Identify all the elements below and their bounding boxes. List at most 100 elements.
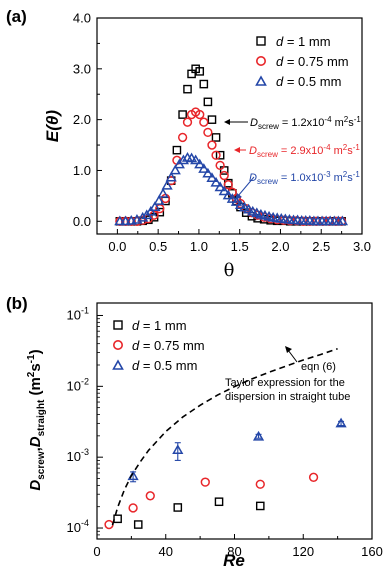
x-tick-label: 160 — [361, 544, 383, 559]
data-point — [172, 145, 182, 155]
panel-b-xlabel: Re — [223, 551, 245, 570]
data-point — [207, 115, 217, 124]
data-point — [149, 201, 161, 212]
panel-b-label: (b) — [6, 294, 28, 313]
data-point — [177, 154, 190, 165]
x-tick-label: 40 — [159, 544, 173, 559]
data-point — [255, 479, 265, 489]
x-tick-label: 2.0 — [271, 239, 289, 254]
data-point — [194, 158, 206, 169]
data-point — [113, 514, 122, 524]
panel-a-ylabel: E(θ) — [43, 110, 62, 142]
data-point — [195, 109, 205, 120]
legend-circle-marker — [113, 339, 124, 350]
data-point — [215, 150, 225, 160]
data-point — [161, 179, 173, 190]
data-point — [206, 172, 218, 183]
data-point — [165, 171, 177, 182]
dashed-curve-eqn6 — [111, 347, 338, 526]
panel-a-annotations: Dscrew = 1.2x10-4 m2s-1 Dscrew = 2.9x10-… — [224, 115, 361, 200]
y-tick-label: 10-2 — [67, 376, 89, 393]
legend-triangle-marker — [112, 359, 124, 370]
data-point — [222, 189, 234, 200]
panel-a-label: (a) — [6, 7, 27, 26]
x-tick-label: 3.0 — [353, 239, 371, 254]
data-point — [169, 164, 181, 175]
data-point — [207, 140, 217, 150]
series-b-0 — [113, 497, 265, 529]
y-tick-label: 10-4 — [67, 518, 89, 535]
y-tick-label: 10-1 — [67, 305, 89, 322]
data-point — [230, 196, 243, 206]
data-point — [200, 477, 210, 487]
data-point — [198, 163, 210, 173]
data-point — [137, 211, 149, 222]
data-point — [238, 201, 251, 212]
annotation-eqn6: eqn (6) — [301, 361, 336, 373]
data-point — [202, 167, 214, 178]
data-point — [133, 520, 143, 529]
data-point — [255, 501, 265, 511]
data-point — [199, 79, 209, 89]
annotation-taylor-2: dispersion in straight tube — [225, 391, 350, 403]
data-point — [182, 117, 193, 127]
panel-a-xlabel: θ — [224, 260, 235, 281]
x-tick-label: 2.5 — [312, 239, 330, 254]
data-point — [214, 181, 226, 192]
data-point — [145, 491, 155, 501]
data-point — [211, 133, 221, 142]
data-point — [199, 117, 209, 127]
data-point — [114, 215, 126, 226]
data-point — [185, 152, 198, 163]
data-point — [195, 67, 205, 76]
arrowhead-icon — [235, 193, 242, 200]
arrowhead-icon — [285, 346, 292, 353]
data-point — [183, 84, 192, 94]
panel-b-ylabel: Dscrew,Dstraight (m2s-1) — [26, 349, 47, 490]
x-tick-label: 0.5 — [149, 239, 167, 254]
data-point — [190, 154, 202, 165]
data-point — [226, 193, 238, 203]
data-point — [223, 180, 233, 190]
data-point — [335, 417, 347, 428]
x-tick-label: 1.5 — [231, 239, 249, 254]
x-tick-label: 1.0 — [190, 239, 208, 254]
series-b-2 — [127, 417, 347, 483]
data-point — [172, 444, 184, 455]
y-tick-label: 1.0 — [73, 163, 91, 178]
x-tick-label: 80 — [227, 544, 241, 559]
annotation-d1: Dscrew = 1.2x10-4 m2s-1 — [250, 115, 361, 131]
annotation-arrow-b — [287, 349, 298, 363]
data-point — [104, 519, 114, 530]
data-point — [119, 215, 132, 226]
legend-b-d075: d = 0.75 mm — [132, 338, 205, 353]
panel-a-frame — [96, 17, 363, 235]
annotation-taylor-1: Taylor expression for the — [225, 377, 345, 389]
x-tick-label: 0.0 — [108, 239, 126, 254]
legend-triangle-marker — [255, 75, 267, 86]
data-point — [211, 150, 221, 160]
panel-a-legend: d = 1 mm d = 0.75 mm d = 0.5 mm — [255, 34, 349, 89]
data-point — [234, 199, 247, 209]
annotation-arrow-3 — [237, 176, 255, 197]
annotation-d075: Dscrew = 2.9x10-4 m2s-1 — [249, 143, 360, 159]
arrowhead-icon — [234, 147, 240, 153]
data-point — [210, 176, 222, 187]
y-tick-label: 3.0 — [73, 61, 91, 76]
data-point — [173, 503, 183, 512]
legend-b-d05: d = 0.5 mm — [132, 358, 197, 373]
legend-a-d075: d = 0.75 mm — [276, 54, 349, 69]
y-tick-label: 4.0 — [73, 11, 91, 26]
legend-square-marker — [113, 320, 123, 330]
data-point — [214, 497, 224, 507]
series-b-3 — [111, 347, 338, 526]
arrowhead-icon — [224, 119, 230, 125]
data-point — [243, 203, 255, 214]
x-tick-label: 0 — [93, 544, 100, 559]
data-point — [219, 170, 229, 181]
data-point — [160, 193, 171, 204]
annotation-d05: Dscrew = 1.0x10-3 m2s-1 — [249, 170, 360, 186]
data-point — [177, 132, 188, 143]
data-point — [252, 430, 265, 441]
